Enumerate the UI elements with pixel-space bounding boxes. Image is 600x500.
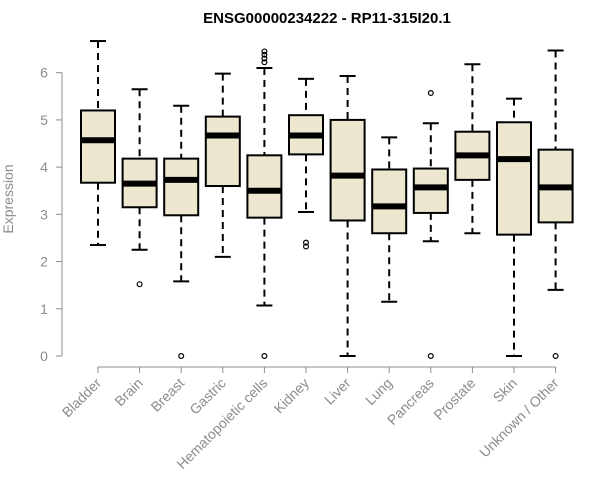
x-tick-label: Lung xyxy=(362,375,395,408)
outlier-point xyxy=(303,243,310,250)
iqr-box xyxy=(329,118,366,222)
box-kidney xyxy=(288,77,324,250)
box-pancreas xyxy=(412,89,449,360)
outlier-point xyxy=(427,353,434,360)
outlier-point xyxy=(427,89,434,96)
outlier-point xyxy=(303,239,310,246)
chart-title: ENSG00000234222 - RP11-315I20.1 xyxy=(203,10,451,27)
y-tick-label: 1 xyxy=(40,301,48,317)
iqr-box xyxy=(371,168,408,235)
box-gastric xyxy=(204,72,241,258)
x-tick-label: Unknown / Other xyxy=(476,375,562,461)
iqr-box xyxy=(80,109,116,184)
outlier-point xyxy=(261,55,268,62)
x-tick-label: Brain xyxy=(111,375,145,409)
x-tick-label: Prostate xyxy=(430,375,478,423)
box-skin xyxy=(496,97,532,357)
outlier-point xyxy=(552,353,559,360)
outlier-point xyxy=(261,51,268,58)
x-tick-label: Skin xyxy=(490,375,521,406)
y-axis-title: Expression xyxy=(0,164,16,233)
y-tick-label: 6 xyxy=(40,65,48,81)
box-lung xyxy=(371,136,408,303)
box-breast xyxy=(163,104,200,360)
x-tick-label: Liver xyxy=(321,375,354,408)
iqr-box xyxy=(246,154,283,219)
outlier-point xyxy=(261,48,268,55)
box-liver xyxy=(329,74,366,357)
outlier-point xyxy=(136,281,143,288)
box-prostate xyxy=(454,63,491,235)
iqr-box xyxy=(163,157,200,217)
x-tick-label: Bladder xyxy=(59,375,105,421)
y-tick-label: 3 xyxy=(40,206,48,222)
iqr-box xyxy=(204,115,241,188)
box-unknown-other xyxy=(537,49,574,360)
iqr-box xyxy=(412,167,449,214)
boxes-group xyxy=(80,40,574,360)
y-axis: 0 1 2 3 4 5 6 xyxy=(40,65,63,364)
box-hematopoietic-cells xyxy=(246,48,283,360)
box-bladder xyxy=(80,40,116,247)
outlier-point xyxy=(261,59,268,66)
x-tick-label: Kidney xyxy=(271,375,313,417)
y-tick-label: 4 xyxy=(40,159,48,175)
iqr-box xyxy=(496,121,532,236)
outlier-point xyxy=(261,353,268,360)
outlier-point xyxy=(178,353,185,360)
y-tick-label: 5 xyxy=(40,112,48,128)
box-brain xyxy=(121,88,158,288)
y-tick-label: 2 xyxy=(40,254,48,270)
x-tick-label: Breast xyxy=(147,375,187,415)
y-tick-label: 0 xyxy=(40,348,48,364)
